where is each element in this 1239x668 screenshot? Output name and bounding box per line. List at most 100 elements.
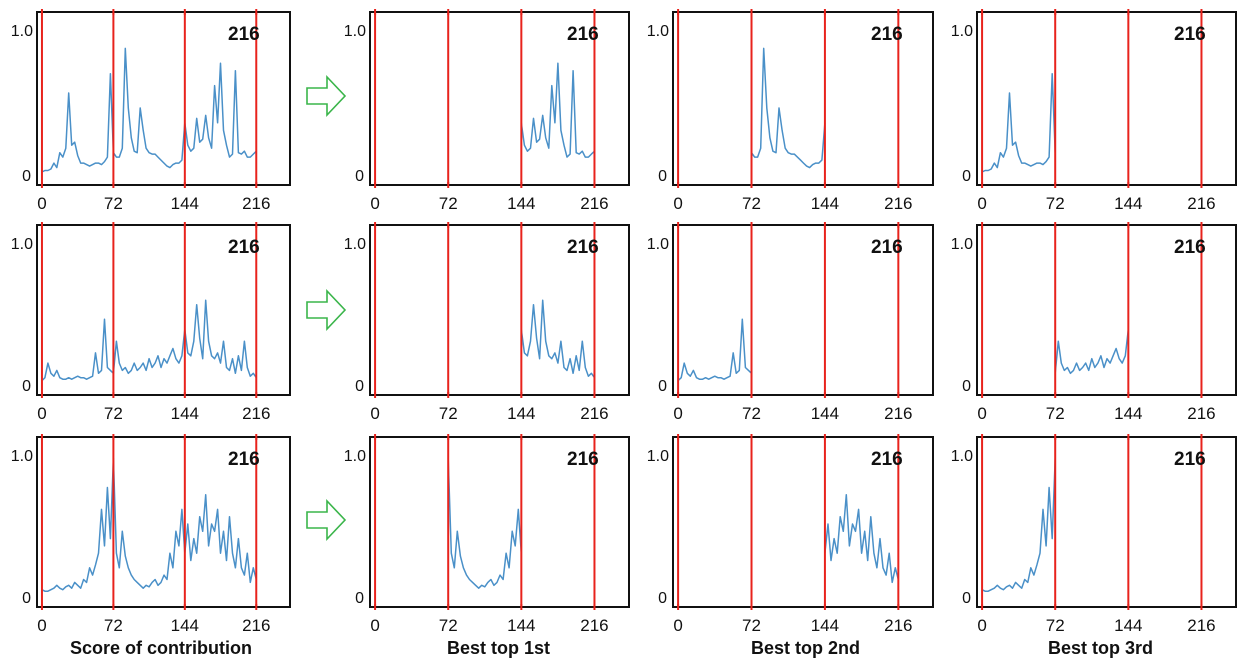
- panel-r1-c0-series-line: [41, 299, 257, 382]
- panel-r1-c0-ytick-top: 1.0: [11, 236, 33, 253]
- panel-r2-c3-frame: [976, 436, 1237, 608]
- panel-r2-c0-ytick-bottom: 0: [22, 590, 31, 607]
- caption-best-top-2nd: Best top 2nd: [751, 638, 861, 658]
- panel-r2-c0-xtick-label: 144: [171, 616, 199, 635]
- panel-r2-c2-ytick-top: 1.0: [647, 448, 669, 465]
- panel-r0-c1-label-216: 216: [567, 24, 599, 45]
- panel-r2-c1-xtick-label: 72: [439, 616, 458, 635]
- panel-r0-c3-label-216: 216: [1174, 24, 1206, 45]
- panel-r2-c3-ytick-top: 1.0: [951, 448, 973, 465]
- panel-r2-c2-frame: [672, 436, 934, 608]
- panel-r2-c2-ytick-bottom: 0: [658, 590, 667, 607]
- panel-r0-c1-ytick-bottom: 0: [355, 168, 364, 185]
- panel-r1-c0-label-216: 216: [228, 237, 260, 258]
- panel-r2-c1-series-line: [447, 458, 523, 589]
- panel-r1-c1-xtick-label: 144: [507, 404, 535, 423]
- panel-r0-c2-xtick-label: 144: [811, 194, 839, 213]
- panel-r2-c3-xtick-label: 0: [977, 616, 986, 635]
- panel-r2-c3-series-line: [981, 458, 1056, 592]
- panel-r2-c2-xtick-label: 72: [742, 616, 761, 635]
- panel-r1-c1-xtick-label: 0: [370, 404, 379, 423]
- panel-r2-c2-xtick-label: 144: [811, 616, 839, 635]
- panel-r1-c1-series-line: [520, 299, 596, 379]
- panel-r1-c3-ytick-top: 1.0: [951, 236, 973, 253]
- panel-r1-c2-ytick-top: 1.0: [647, 236, 669, 253]
- panel-r0-c2-ytick-top: 1.0: [647, 23, 669, 40]
- panel-r2-c3-label-216: 216: [1174, 449, 1206, 470]
- panel-r2-c1-xtick-label: 216: [580, 616, 608, 635]
- panel-r2-c2-xtick-label: 216: [884, 616, 912, 635]
- panel-r2-c0-ytick-top: 1.0: [11, 448, 33, 465]
- panel-r0-c0-xtick-label: 216: [242, 194, 270, 213]
- panel-r0-c3-series-line: [981, 72, 1056, 173]
- panel-r1-c3-xtick-label: 216: [1187, 404, 1215, 423]
- panel-r0-c0-xtick-label: 0: [37, 194, 46, 213]
- panel-r2-c2-series-line: [824, 494, 900, 584]
- panel-r1-c1-label-216: 216: [567, 237, 599, 258]
- panel-r0-c1-xtick-label: 216: [580, 194, 608, 213]
- panel-r1-c2-xtick-label: 216: [884, 404, 912, 423]
- panel-r1-c0-ytick-bottom: 0: [22, 378, 31, 395]
- panel-r0-c0-series-line: [41, 47, 257, 173]
- panel-r0-c3-ytick-bottom: 0: [962, 168, 971, 185]
- panel-r1-c2-frame: [672, 224, 934, 396]
- panel-r2-c1-ytick-bottom: 0: [355, 590, 364, 607]
- panel-r2-c1-frame: [369, 436, 630, 608]
- transition-arrow-icon: [306, 288, 347, 332]
- panel-r0-c1-xtick-label: 0: [370, 194, 379, 213]
- caption-best-top-1st: Best top 1st: [447, 638, 551, 658]
- panel-r1-c3-ytick-bottom: 0: [962, 378, 971, 395]
- panel-r0-c1-series-line: [520, 62, 596, 158]
- panel-r0-c0-ytick-bottom: 0: [22, 168, 31, 185]
- panel-r1-c3-xtick-label: 0: [977, 404, 986, 423]
- panel-r2-c1-xtick-label: 144: [507, 616, 535, 635]
- panel-r0-c3-frame: [976, 11, 1237, 186]
- panel-r2-c0-xtick-label: 216: [242, 616, 270, 635]
- panel-r1-c2-series-line: [677, 318, 753, 382]
- panel-r2-c1-xtick-label: 0: [370, 616, 379, 635]
- panel-r2-c3-xtick-label: 72: [1046, 616, 1065, 635]
- panel-r0-c2-xtick-label: 0: [673, 194, 682, 213]
- caption-score-of-contribution: Score of contribution: [70, 638, 252, 658]
- panel-r0-c3-xtick-label: 0: [977, 194, 986, 213]
- panel-r1-c2-xtick-label: 144: [811, 404, 839, 423]
- panel-r1-c0-xtick-label: 0: [37, 404, 46, 423]
- panel-r1-c3-label-216: 216: [1174, 237, 1206, 258]
- panel-r1-c0-xtick-label: 216: [242, 404, 270, 423]
- panel-r0-c0-xtick-label: 144: [171, 194, 199, 213]
- panel-r2-c0-xtick-label: 0: [37, 616, 46, 635]
- panel-r2-c1-label-216: 216: [567, 449, 599, 470]
- panel-r2-c0-frame: [36, 436, 291, 608]
- panel-r1-c3-frame: [976, 224, 1237, 396]
- panel-r0-c2-ytick-bottom: 0: [658, 168, 667, 185]
- panel-r2-c0-series-line: [41, 457, 258, 592]
- panel-r2-c3-xtick-label: 216: [1187, 616, 1215, 635]
- panel-r1-c0-xtick-label: 144: [171, 404, 199, 423]
- panel-r0-c3-ytick-top: 1.0: [951, 23, 973, 40]
- panel-r1-c1-ytick-bottom: 0: [355, 378, 364, 395]
- panel-r0-c3-xtick-label: 216: [1187, 194, 1215, 213]
- panel-r0-c1-ytick-top: 1.0: [344, 23, 366, 40]
- panel-r0-c0-xtick-label: 72: [104, 194, 123, 213]
- panel-r0-c1-xtick-label: 72: [439, 194, 458, 213]
- panel-r2-c0-label-216: 216: [228, 449, 260, 470]
- panel-r0-c0-frame: [36, 11, 291, 186]
- panel-r0-c2-frame: [672, 11, 934, 186]
- panel-r0-c2-series-line: [750, 47, 826, 169]
- transition-arrow-icon: [306, 498, 347, 542]
- panel-r2-c1-ytick-top: 1.0: [344, 448, 366, 465]
- panel-r1-c3-xtick-label: 72: [1046, 404, 1065, 423]
- panel-r1-c1-xtick-label: 72: [439, 404, 458, 423]
- panel-r1-c2-ytick-bottom: 0: [658, 378, 667, 395]
- panel-r0-c2-label-216: 216: [871, 24, 903, 45]
- panel-r0-c3-xtick-label: 72: [1046, 194, 1065, 213]
- panel-r1-c1-xtick-label: 216: [580, 404, 608, 423]
- caption-best-top-3rd: Best top 3rd: [1048, 638, 1154, 658]
- panel-r1-c3-xtick-label: 144: [1114, 404, 1142, 423]
- panel-r1-c1-ytick-top: 1.0: [344, 236, 366, 253]
- panel-r0-c0-ytick-top: 1.0: [11, 23, 33, 40]
- panel-r0-c1-frame: [369, 11, 630, 186]
- panel-r2-c2-xtick-label: 0: [673, 616, 682, 635]
- panel-r2-c3-ytick-bottom: 0: [962, 590, 971, 607]
